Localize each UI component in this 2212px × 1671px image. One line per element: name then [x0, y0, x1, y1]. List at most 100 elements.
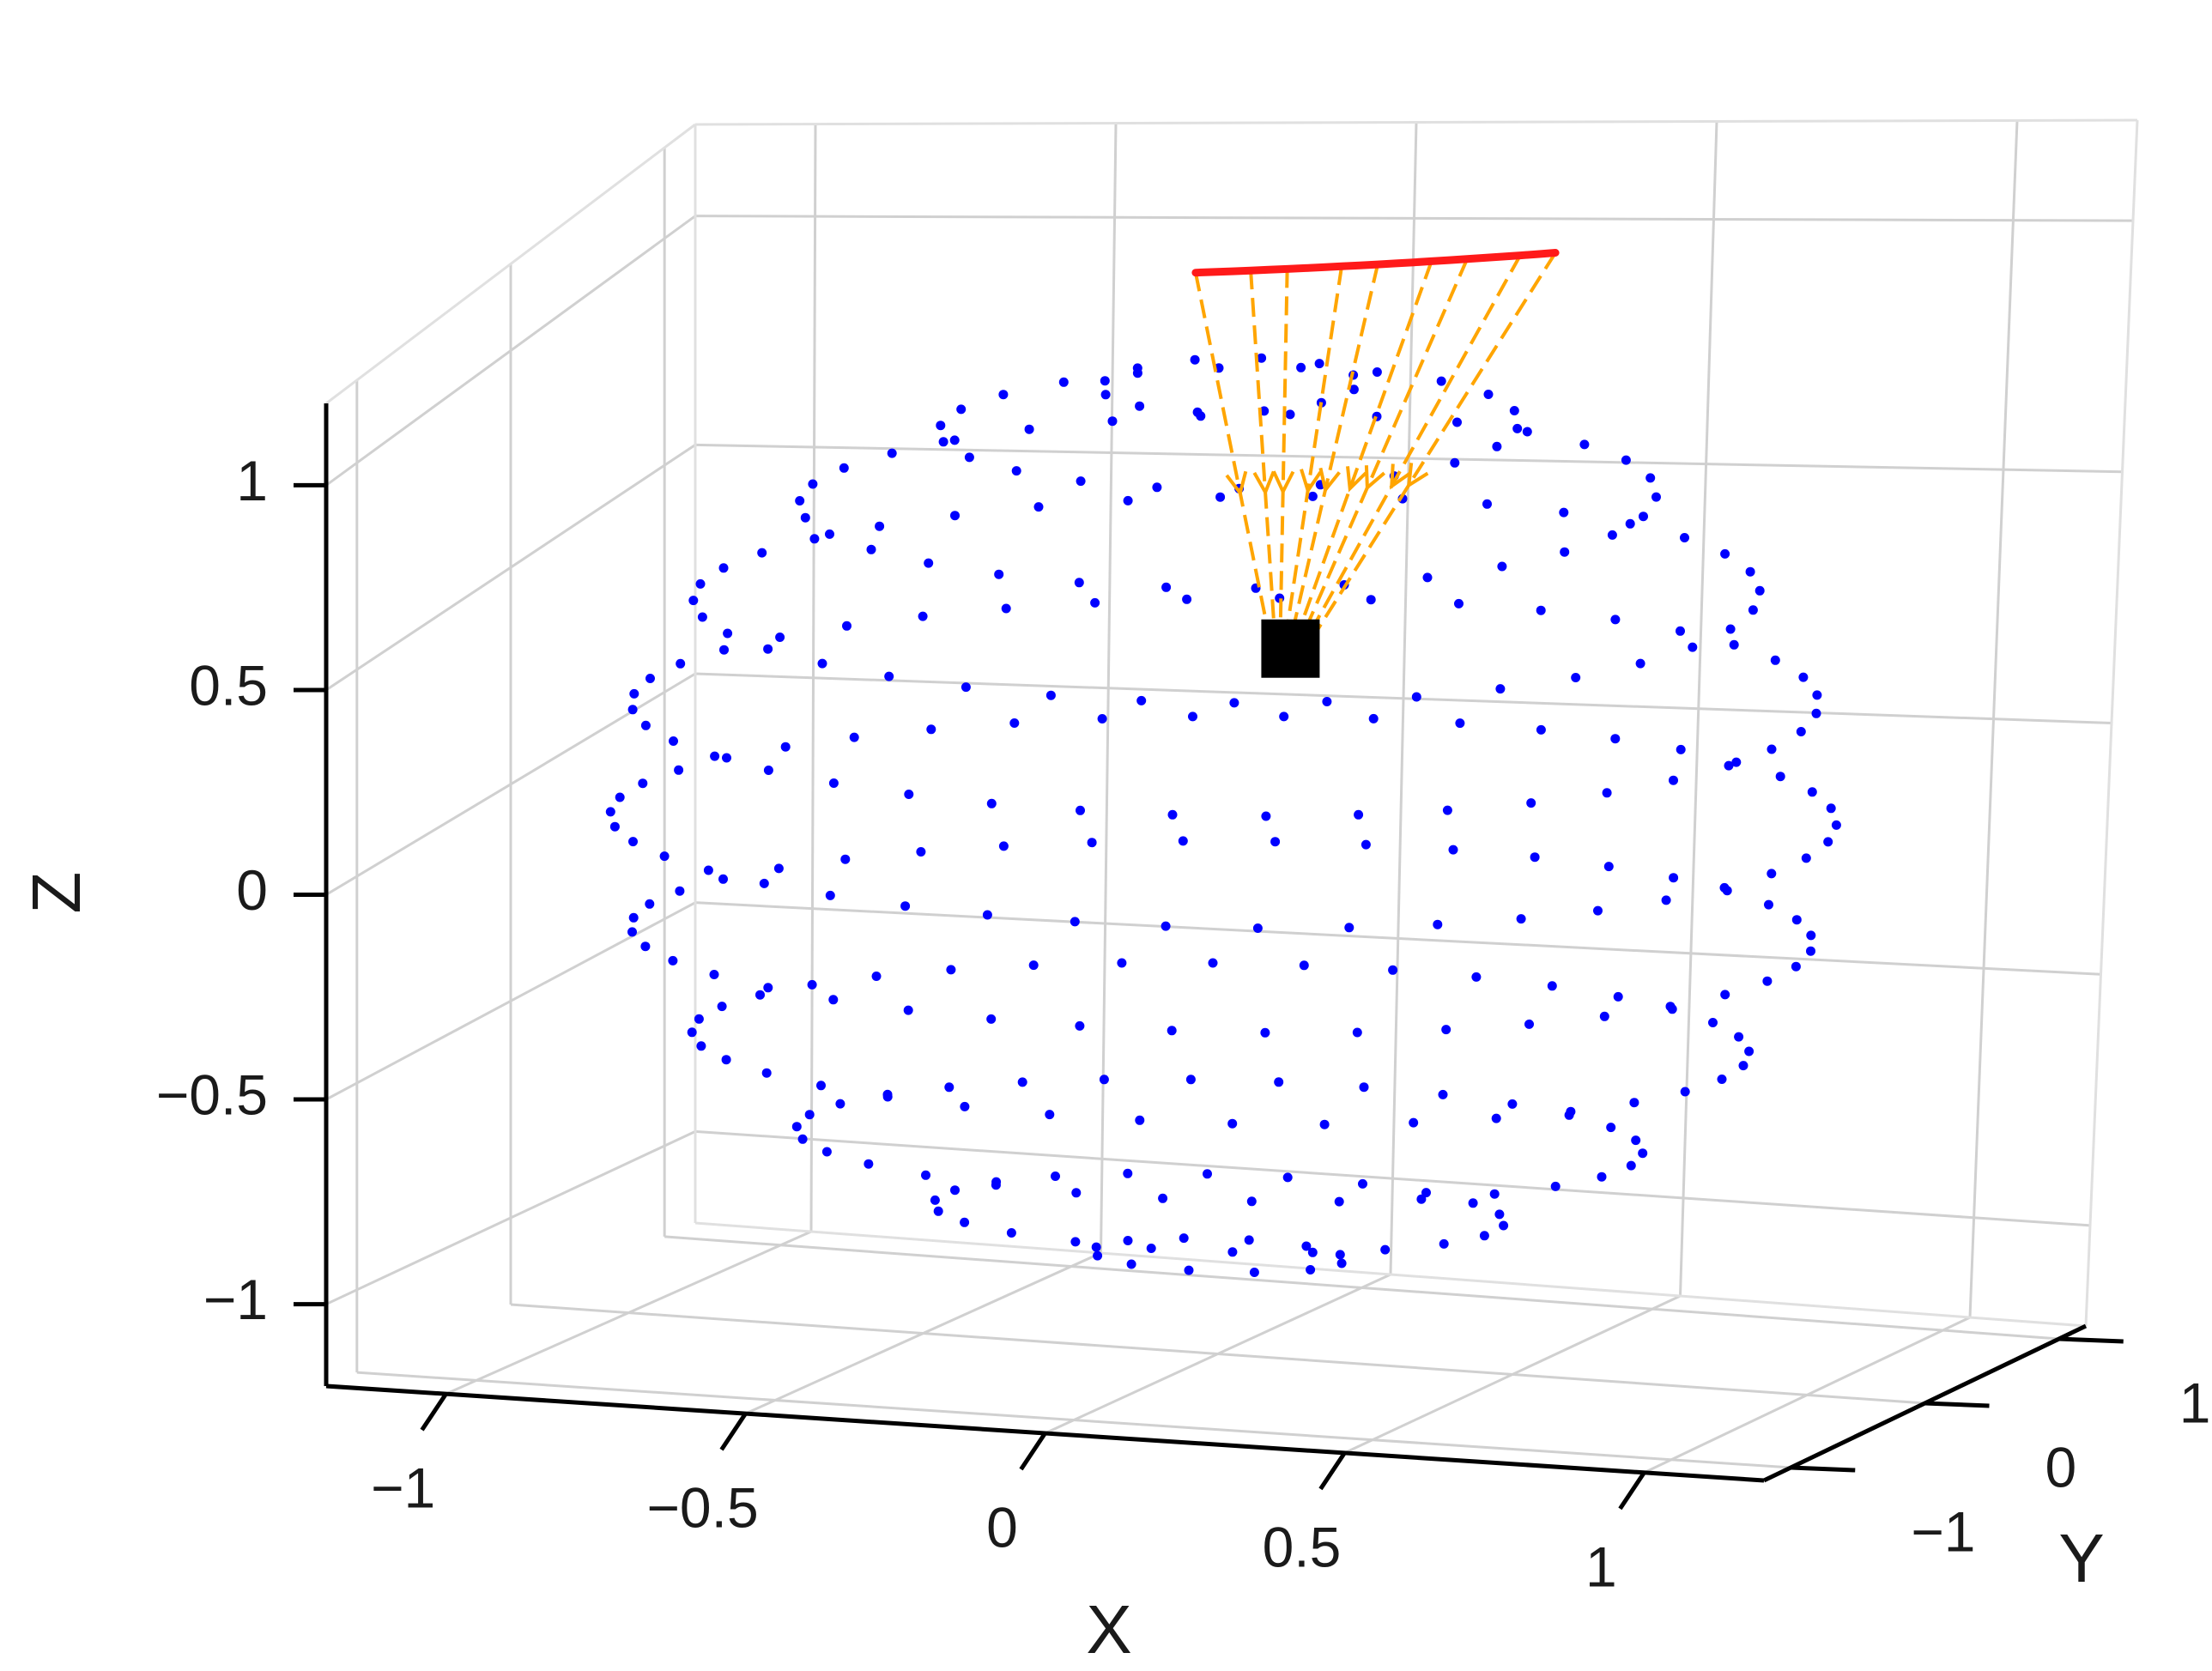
sphere-point	[821, 1147, 832, 1157]
sphere-point	[825, 890, 835, 900]
ray-line	[1309, 251, 1557, 641]
sphere-point	[828, 995, 839, 1005]
sphere-point	[1091, 1242, 1101, 1252]
sphere-point	[956, 404, 967, 415]
sphere-point	[1826, 803, 1836, 814]
y-tick	[2058, 1336, 2124, 1344]
sphere-point	[916, 847, 926, 857]
sphere-point	[780, 742, 791, 752]
sphere-point	[1798, 672, 1809, 682]
sphere-point	[1439, 1238, 1449, 1249]
x-tick	[1318, 1451, 1347, 1491]
sphere-point	[924, 558, 934, 568]
sphere-point	[1161, 582, 1172, 592]
sphere-point	[1354, 809, 1364, 820]
grid-edge	[325, 123, 696, 405]
sphere-point	[763, 644, 773, 654]
sphere-point	[1422, 572, 1433, 583]
sphere-point	[1708, 1018, 1718, 1027]
ray-arrowhead	[1318, 467, 1341, 494]
sphere-point	[695, 578, 706, 589]
sphere-point	[627, 705, 638, 715]
sphere-point	[1610, 615, 1621, 625]
sphere-point	[1009, 718, 1020, 728]
sphere-point	[1260, 1027, 1270, 1038]
ray-line	[1249, 270, 1277, 640]
sphere-point	[1452, 417, 1462, 427]
sphere-point	[640, 941, 651, 952]
sphere-point	[1559, 507, 1569, 518]
sphere-point	[1132, 363, 1142, 373]
sphere-point	[1775, 772, 1785, 782]
sphere-point	[1593, 905, 1603, 916]
sphere-point	[1388, 965, 1398, 975]
x-tick	[420, 1392, 448, 1432]
sphere-point	[1093, 1250, 1103, 1261]
sphere-point	[1190, 354, 1200, 365]
sphere-point	[1547, 981, 1557, 991]
sphere-point	[721, 1055, 731, 1065]
sphere-point	[1729, 639, 1739, 650]
sphere-point	[825, 529, 834, 539]
sphere-point	[1720, 990, 1730, 1000]
sphere-point	[1566, 1106, 1576, 1117]
sphere-point	[1249, 1268, 1259, 1277]
sphere-point	[1257, 353, 1267, 363]
sphere-point	[1285, 409, 1295, 420]
sphere-point	[809, 534, 820, 544]
sphere-point	[1076, 805, 1085, 815]
sphere-point	[1123, 1236, 1133, 1245]
sphere-point	[1471, 972, 1482, 982]
x-tick-label: −0.5	[646, 1476, 758, 1540]
sphere-point	[866, 544, 876, 554]
sphere-point	[703, 865, 713, 875]
sphere-point	[1058, 377, 1069, 387]
sphere-point	[669, 736, 678, 746]
sphere-point	[1448, 845, 1458, 855]
sphere-point	[921, 1170, 930, 1180]
sphere-point	[1352, 1027, 1362, 1038]
sphere-point	[605, 807, 615, 817]
sphere-point	[1669, 873, 1679, 883]
sphere-point	[871, 972, 882, 981]
sphere-point	[1279, 711, 1289, 722]
grid-line	[694, 901, 2101, 976]
x-axis-label: X	[1086, 1591, 1131, 1668]
z-tick-label: −1	[203, 1268, 268, 1331]
sphere-point	[1335, 1250, 1345, 1260]
grid-edge	[2084, 119, 2139, 1327]
sphere-point	[1479, 1231, 1489, 1241]
chart-axes	[294, 403, 2124, 1511]
sphere-point	[1606, 1123, 1616, 1133]
sphere-point	[1638, 1148, 1648, 1159]
ray-line	[1283, 266, 1344, 641]
sphere-point	[1512, 423, 1523, 433]
y-tick-label: 0	[2045, 1435, 2077, 1498]
sphere-point	[1416, 1194, 1427, 1204]
sphere-point	[1045, 1110, 1055, 1120]
sphere-point	[1229, 698, 1239, 708]
sphere-point	[1366, 595, 1376, 605]
sphere-point	[1319, 1119, 1330, 1129]
grid-line	[510, 1303, 1925, 1405]
sphere-point	[1051, 1172, 1060, 1181]
sphere-point	[1322, 697, 1332, 706]
sphere-point	[755, 990, 765, 1000]
sphere-point	[1158, 1193, 1168, 1203]
sphere-point	[1033, 502, 1044, 512]
sphere-point	[946, 965, 956, 975]
sphere-point	[1599, 1011, 1609, 1021]
sphere-point	[1754, 585, 1765, 596]
sphere-point	[1192, 407, 1203, 417]
sphere-point	[1076, 476, 1086, 487]
sphere-point	[1530, 852, 1540, 863]
z-tick-label: 1	[236, 449, 268, 512]
x-tick	[1618, 1471, 1646, 1511]
sphere-point	[628, 837, 638, 847]
red-curve	[1191, 249, 1560, 277]
sphere-point	[835, 1099, 845, 1109]
sphere-point	[807, 979, 817, 990]
grid-edge	[694, 118, 2138, 126]
sphere-point	[1831, 820, 1841, 830]
sphere-point	[1676, 744, 1686, 754]
